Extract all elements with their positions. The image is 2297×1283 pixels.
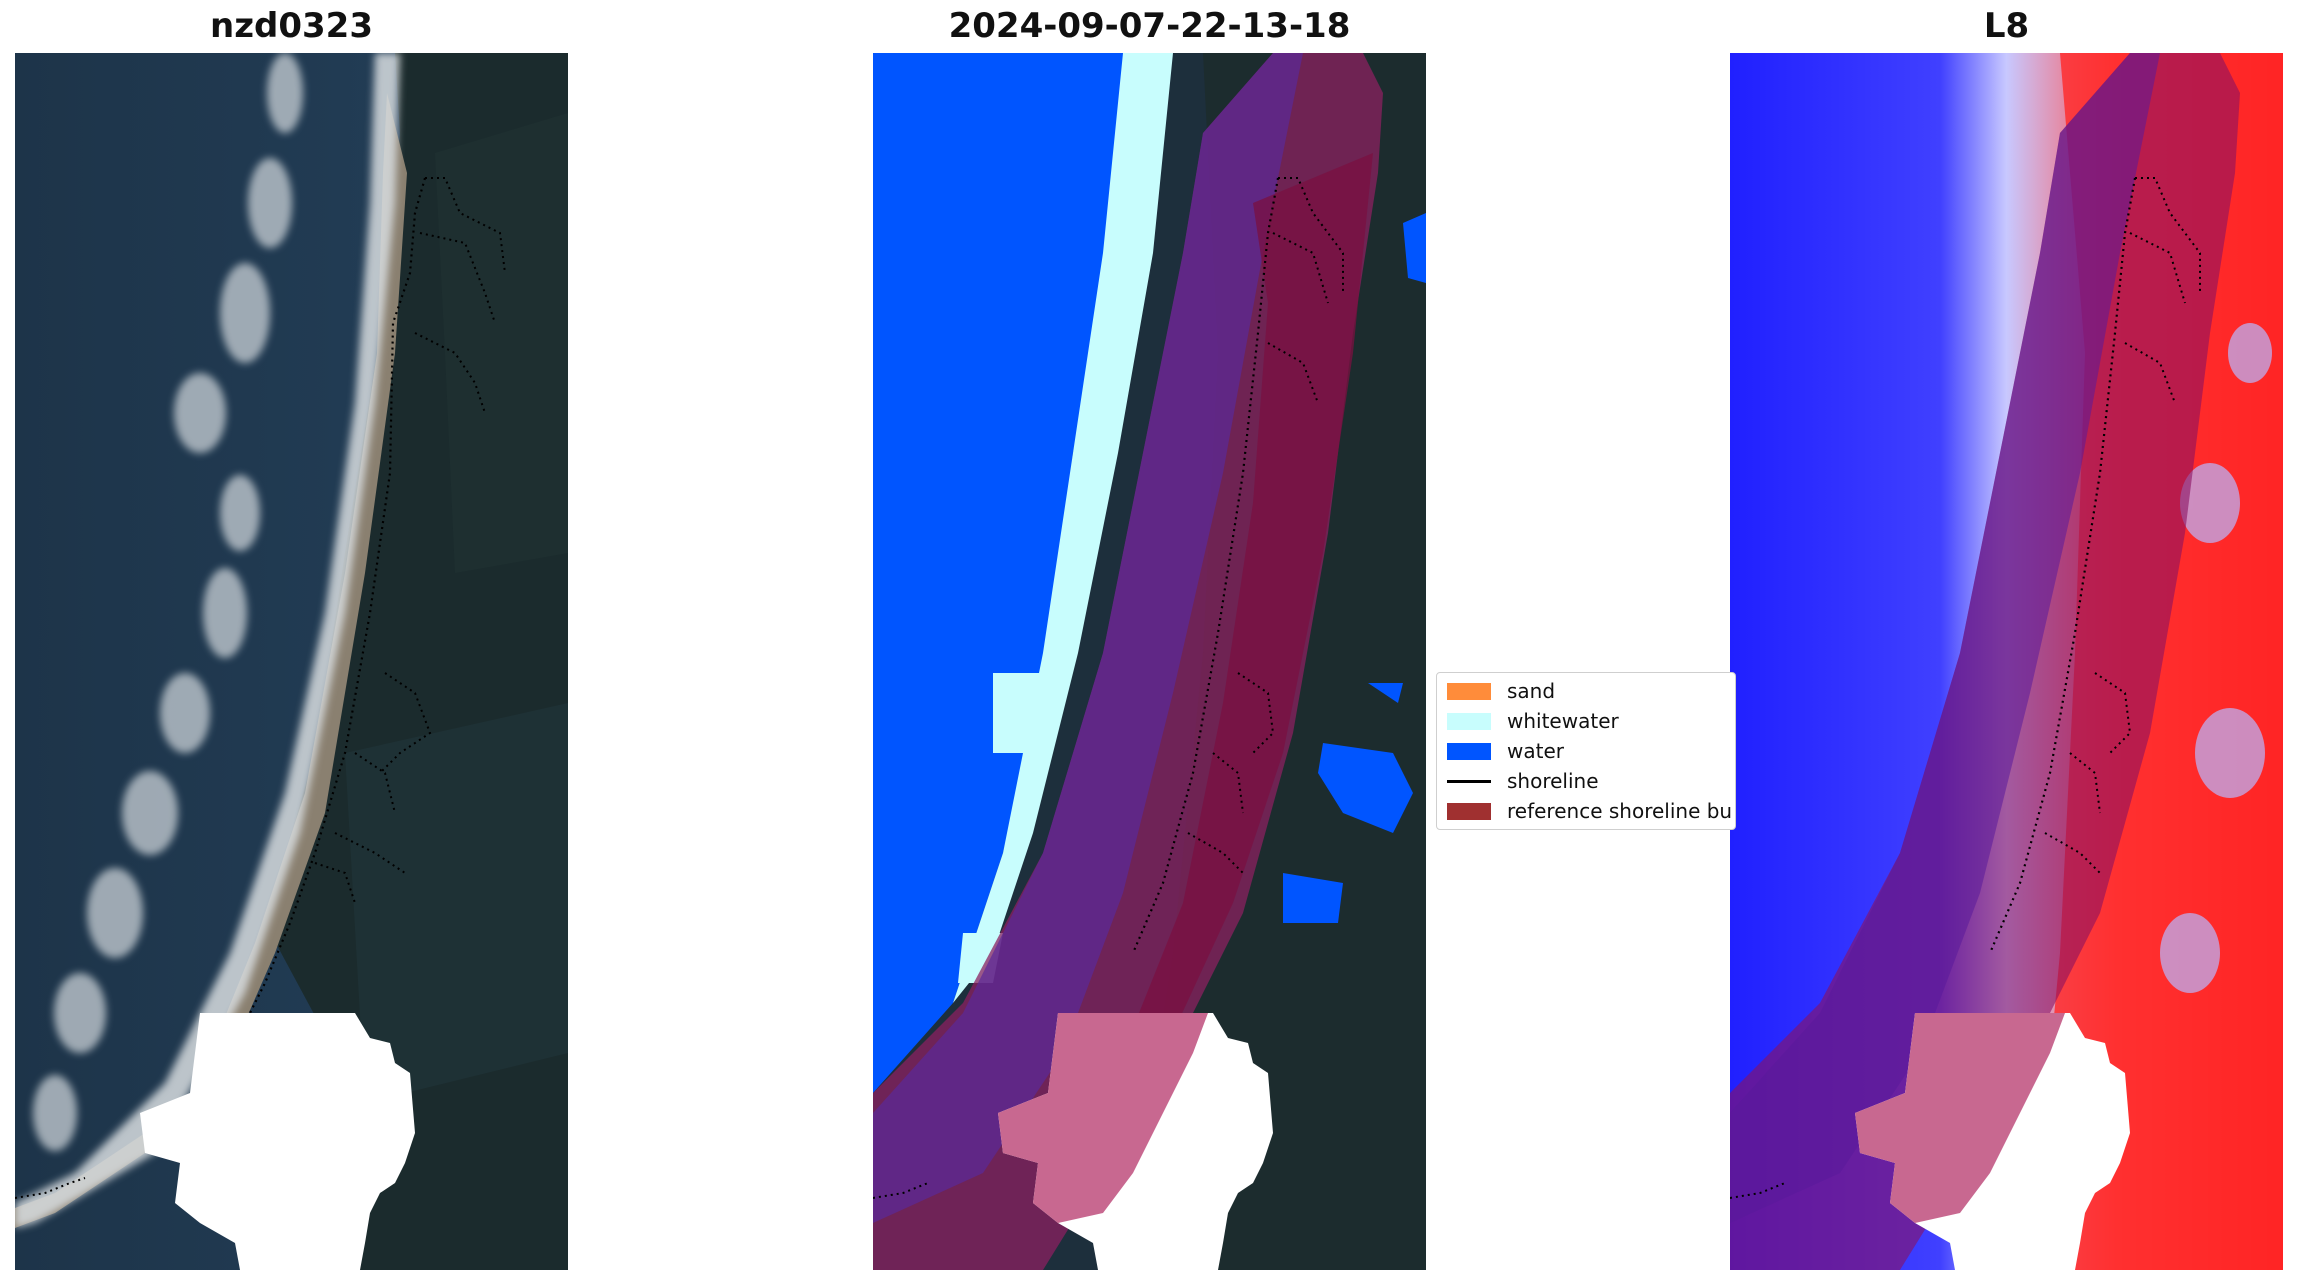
- classified-image: [873, 53, 1426, 1270]
- panel-title-middle: 2024-09-07-22-13-18: [948, 6, 1351, 46]
- legend: sand whitewater water shoreline referenc…: [1436, 672, 1736, 830]
- satellite-image-panel: [15, 53, 568, 1270]
- classification-panel: [873, 53, 1426, 1270]
- legend-item-sand: sand: [1447, 679, 1555, 703]
- legend-line-shoreline: [1447, 779, 1491, 783]
- legend-label-reference-buffer: reference shoreline bu: [1507, 799, 1733, 823]
- legend-swatch-water: [1447, 742, 1491, 760]
- legend-item-reference-buffer: reference shoreline bu: [1447, 799, 1732, 823]
- index-image: [1730, 53, 2283, 1270]
- legend-swatch-sand: [1447, 682, 1491, 700]
- index-panel: [1730, 53, 2283, 1270]
- legend-label-sand: sand: [1507, 679, 1556, 703]
- legend-swatch-whitewater: [1447, 712, 1491, 730]
- legend-item-water: water: [1447, 739, 1564, 763]
- satellite-image: [15, 53, 568, 1270]
- legend-item-shoreline: shoreline: [1447, 769, 1599, 793]
- legend-swatch-reference-buffer: [1447, 802, 1491, 820]
- legend-item-whitewater: whitewater: [1447, 709, 1619, 733]
- legend-label-shoreline: shoreline: [1507, 769, 1599, 793]
- legend-label-whitewater: whitewater: [1507, 709, 1619, 733]
- panel-title-left: nzd0323: [210, 6, 373, 46]
- legend-label-water: water: [1507, 739, 1564, 763]
- panel-title-right: L8: [1983, 6, 2030, 46]
